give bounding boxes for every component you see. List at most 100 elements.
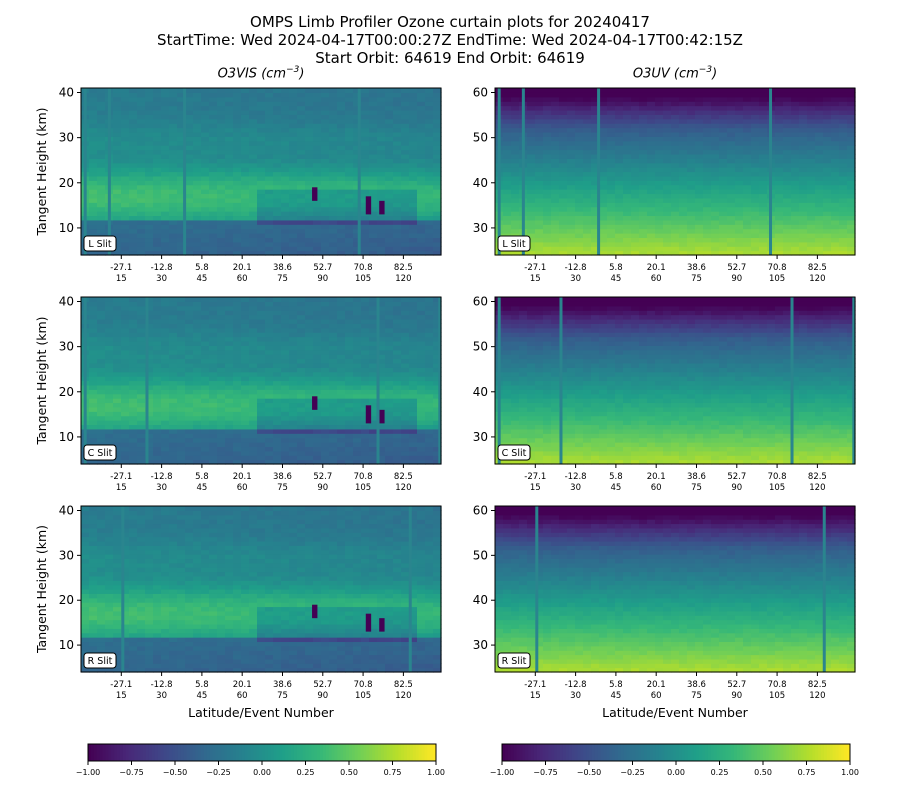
x-lat-tick-label: 52.7 (313, 680, 332, 690)
column-title-o3uv-unit: (cm (673, 66, 699, 82)
y-tick-label: 30 (59, 340, 74, 354)
x-event-tick-label: 105 (355, 274, 371, 284)
x-event-tick-label: 60 (651, 691, 662, 701)
x-lat-tick-label: 52.7 (727, 472, 746, 482)
x-event-tick-label: 60 (237, 274, 248, 284)
stripe-event-24 (145, 297, 149, 464)
colorbar-tick-label: −1.00 (76, 768, 101, 777)
colorbar-tick-label: −0.75 (119, 768, 144, 777)
x-event-tick-label: 30 (156, 691, 167, 701)
x-event-tick-label: 120 (809, 274, 825, 284)
x-lat-tick-label: -27.1 (524, 263, 546, 273)
stripe-event-10 (107, 88, 111, 255)
heatmap-cells (495, 297, 856, 465)
x-lat-tick-label: 82.5 (808, 263, 827, 273)
x-event-tick-label: 120 (395, 483, 411, 493)
x-event-tick-label: 60 (237, 691, 248, 701)
x-lat-tick-label: 38.6 (273, 680, 292, 690)
x-lat-tick-label: 20.1 (647, 263, 666, 273)
x-event-tick-label: 90 (317, 274, 328, 284)
x-lat-tick-label: 70.8 (768, 680, 787, 690)
y-axis-label: Tangent Height (km) (34, 525, 49, 654)
y-tick-label: 40 (473, 385, 488, 399)
stripe-event-24 (559, 297, 563, 464)
stripe-event-122 (822, 506, 826, 672)
colorbar-tick-label: 0.75 (798, 768, 816, 777)
x-lat-tick-label: 82.5 (394, 472, 413, 482)
x-lat-tick-label: 52.7 (727, 680, 746, 690)
heatmap-panel-3: 10203040-27.115-12.8305.84520.16038.6755… (34, 295, 442, 493)
x-event-tick-label: 90 (731, 691, 742, 701)
x-lat-tick-label: 20.1 (233, 263, 252, 273)
x-lat-tick-label: 70.8 (354, 472, 373, 482)
slit-label: R Slit (88, 656, 113, 667)
x-lat-tick-label: -12.8 (151, 472, 173, 482)
x-event-tick-label: 45 (196, 483, 207, 493)
column-title-o3vis-close: ) (299, 66, 305, 82)
colorbar-tick-label: −0.50 (577, 768, 602, 777)
x-event-tick-label: 15 (116, 483, 127, 493)
x-event-tick-label: 120 (395, 691, 411, 701)
x-event-tick-label: 75 (691, 483, 702, 493)
stripe-event-133 (438, 297, 442, 464)
x-event-tick-label: 15 (530, 483, 541, 493)
x-lat-tick-label: -12.8 (565, 263, 587, 273)
x-event-tick-label: 30 (156, 274, 167, 284)
stripe-event-110 (376, 297, 380, 464)
colorbar-tick-label: −0.25 (206, 768, 231, 777)
x-event-tick-label: 105 (355, 691, 371, 701)
x-lat-tick-label: 52.7 (313, 472, 332, 482)
x-axis-label: Latitude/Event Number (602, 705, 749, 720)
column-title-o3vis-unit: (cm (261, 66, 287, 82)
y-tick-label: 20 (59, 176, 74, 190)
colorbar-tick-label: −1.00 (490, 768, 515, 777)
stripe-event-10 (521, 88, 525, 255)
colorbar-tick-label: 0.75 (384, 768, 402, 777)
figure-title-line-1: OMPS Limb Profiler Ozone curtain plots f… (250, 13, 650, 31)
x-lat-tick-label: 20.1 (647, 472, 666, 482)
stripe-event-15 (535, 506, 539, 672)
colorbar-tick-label: −0.75 (533, 768, 558, 777)
x-lat-tick-label: 70.8 (354, 263, 373, 273)
y-tick-label: 20 (59, 593, 74, 607)
x-event-tick-label: 90 (731, 274, 742, 284)
panel-frame (80, 87, 442, 256)
x-lat-tick-label: -27.1 (524, 472, 546, 482)
heatmap-cells (495, 88, 856, 256)
colorbar-tick-label: 0.25 (711, 768, 729, 777)
x-event-tick-label: 30 (570, 691, 581, 701)
y-tick-label: 60 (473, 86, 488, 100)
x-event-tick-label: 45 (610, 274, 621, 284)
x-lat-tick-label: 82.5 (808, 680, 827, 690)
x-event-tick-label: 45 (610, 483, 621, 493)
slit-label: C Slit (502, 448, 527, 459)
y-tick-label: 40 (473, 593, 488, 607)
x-lat-tick-label: 82.5 (808, 472, 827, 482)
column-title-o3uv: O3UV (cm−3) (495, 65, 855, 81)
colorbar-tick-label: 0.50 (340, 768, 358, 777)
x-axis-label: Latitude/Event Number (188, 705, 335, 720)
colorbar-1: −1.00 −0.75 −0.50 −0.25 0.00 0.25 0.50 0.75 1.00 (76, 743, 445, 777)
x-event-tick-label: 15 (530, 691, 541, 701)
x-event-tick-label: 75 (277, 274, 288, 284)
x-event-tick-label: 105 (769, 274, 785, 284)
stripe-event-110 (790, 297, 794, 464)
heatmap-panel-4: 30405060-27.115-12.8305.84520.16038.6755… (473, 295, 856, 493)
y-tick-label: 30 (473, 638, 488, 652)
colorbar-tick-label: −0.50 (163, 768, 188, 777)
missing-event-stripes (497, 88, 773, 255)
x-lat-tick-label: 70.8 (768, 263, 787, 273)
panel-frame (494, 505, 856, 673)
heatmap-panel-6: 30405060-27.115-12.8305.84520.16038.6755… (473, 503, 856, 720)
colorbar-tick-label: 0.00 (253, 768, 271, 777)
y-tick-label: 30 (473, 221, 488, 235)
x-event-tick-label: 105 (769, 691, 785, 701)
y-tick-label: 30 (59, 131, 74, 145)
x-lat-tick-label: 20.1 (233, 472, 252, 482)
x-lat-tick-label: -27.1 (110, 263, 132, 273)
x-lat-tick-label: 38.6 (273, 263, 292, 273)
x-event-tick-label: 120 (809, 483, 825, 493)
stripe-event-102 (769, 88, 773, 255)
panel-frame (494, 87, 856, 256)
